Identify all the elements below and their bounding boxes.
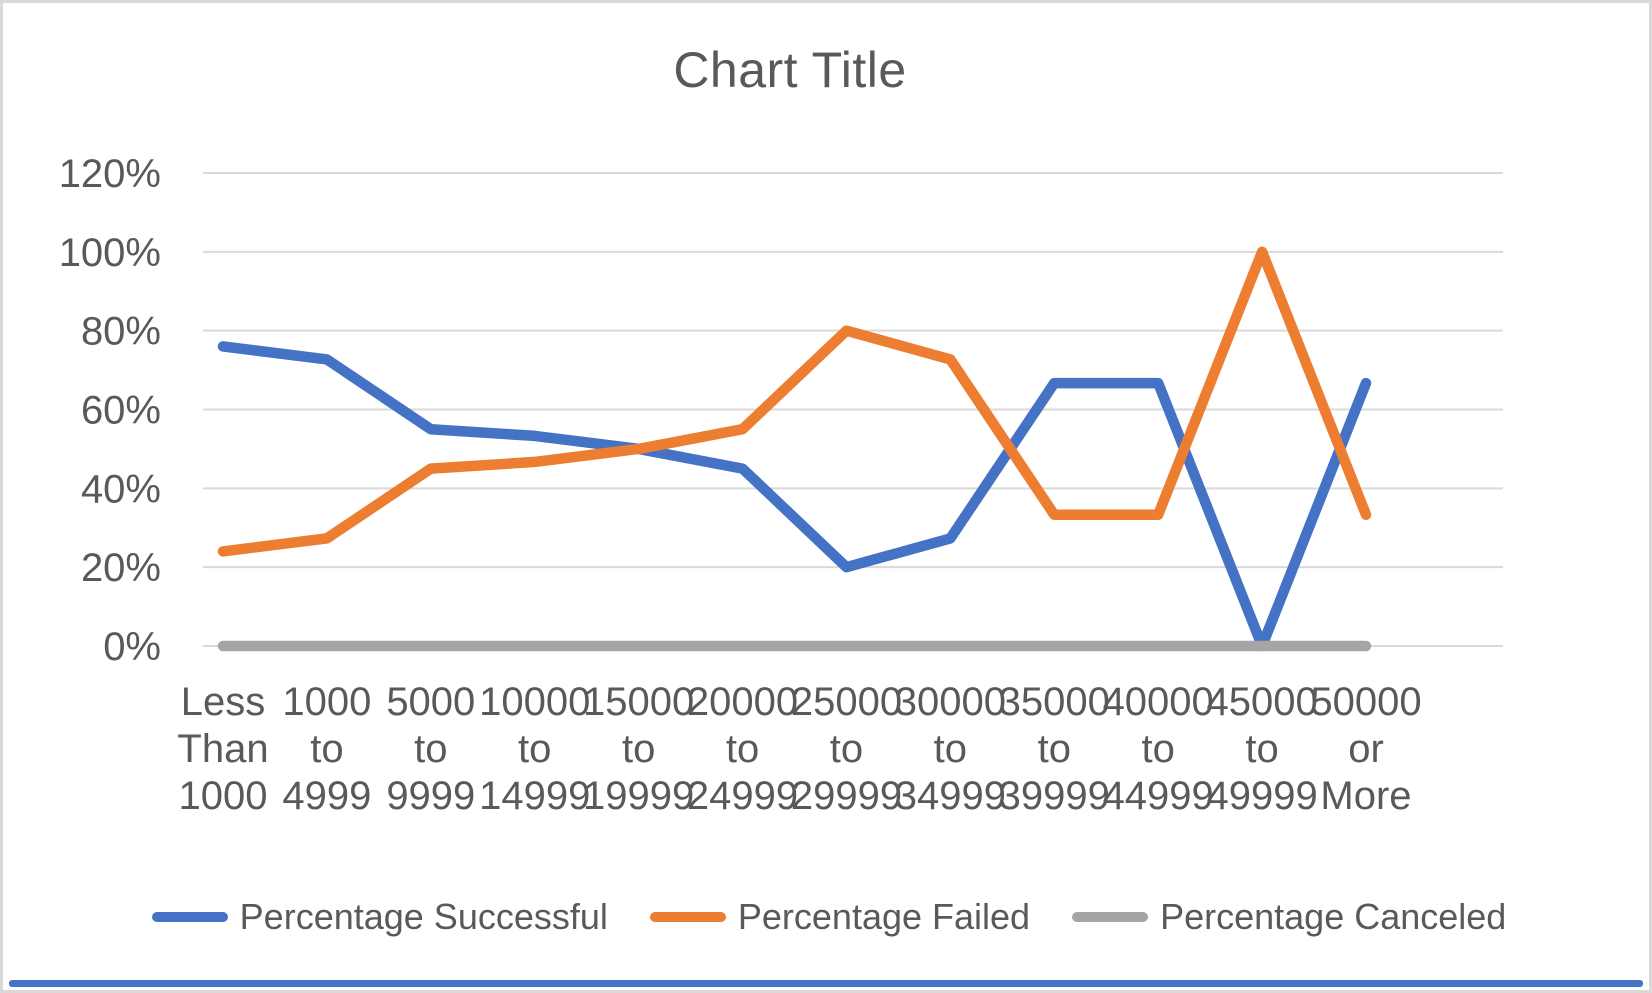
legend-label: Percentage Canceled [1160, 896, 1507, 937]
legend-item-percentage-successful[interactable]: Percentage Successful [151, 896, 608, 938]
legend-item-percentage-canceled[interactable]: Percentage Canceled [1072, 896, 1506, 938]
legend-line-swatch [151, 912, 228, 922]
y-axis-tick-label: 40% [81, 467, 161, 511]
legend-line-swatch [1072, 912, 1149, 922]
x-axis-category-label: Less Than 1000 [177, 680, 268, 818]
y-axis-tick-label: 120% [59, 152, 161, 196]
x-axis-category-label: 15000 to 19999 [583, 680, 694, 818]
legend-label: Percentage Successful [239, 896, 608, 937]
x-axis-category-label: 40000 to 44999 [1103, 680, 1214, 818]
series-line-percentage-failed[interactable] [217, 246, 1372, 557]
x-axis-category-label: 10000 to 14999 [479, 680, 590, 818]
chart-legend: Percentage Successful Percentage Failed Pe… [3, 896, 1649, 938]
bottom-blue-strip [9, 980, 1643, 987]
x-axis-category-label: 35000 to 39999 [999, 680, 1110, 818]
y-axis-tick-label: 0% [103, 625, 161, 669]
series-line-percentage-successful[interactable] [217, 341, 1372, 652]
y-axis-tick-label: 100% [59, 231, 161, 275]
y-axis-tick-label: 60% [81, 389, 161, 433]
x-axis-category-label: 50000 or More [1310, 680, 1421, 818]
x-axis-category-label: 1000 to 4999 [282, 680, 371, 818]
x-axis-category-label: 20000 to 24999 [687, 680, 798, 818]
chart-title: Chart Title [673, 42, 907, 98]
y-axis-tick-label: 80% [81, 310, 161, 354]
x-axis-category-label: 45000 to 49999 [1206, 680, 1317, 818]
x-axis-category-label: 25000 to 29999 [791, 680, 902, 818]
legend-line-swatch [649, 912, 726, 922]
legend-item-percentage-failed[interactable]: Percentage Failed [649, 896, 1031, 938]
x-axis-category-label: 30000 to 34999 [895, 680, 1006, 818]
y-axis-tick-label: 20% [81, 546, 161, 590]
x-axis-category-label: 5000 to 9999 [386, 680, 475, 818]
legend-label: Percentage Failed [737, 896, 1031, 937]
